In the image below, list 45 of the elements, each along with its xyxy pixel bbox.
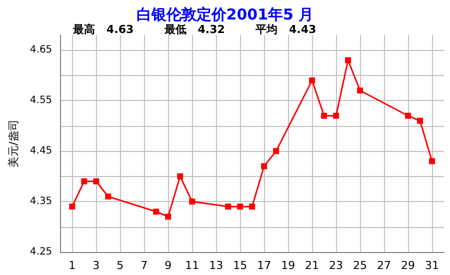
point bbox=[165, 214, 172, 220]
x-tick-label: 19 bbox=[281, 259, 296, 272]
x-tick-label: 23 bbox=[329, 259, 344, 272]
x-tick-label: 21 bbox=[305, 259, 320, 272]
x-tick-label: 17 bbox=[257, 259, 272, 272]
point bbox=[417, 118, 424, 124]
point bbox=[429, 158, 436, 164]
chart-subtitle: 最高 4.63 最低 4.32 平均 4.43 bbox=[72, 23, 316, 36]
point bbox=[69, 204, 76, 210]
x-tick-label: 31 bbox=[425, 259, 440, 272]
point bbox=[321, 112, 328, 119]
point bbox=[225, 204, 232, 210]
point bbox=[357, 88, 364, 94]
x-tick-label: 7 bbox=[140, 259, 148, 272]
point bbox=[309, 77, 316, 84]
y-tick-label: 4.45 bbox=[30, 146, 52, 157]
x-tick-label: 13 bbox=[209, 259, 224, 272]
x-tick-label: 29 bbox=[401, 259, 416, 272]
x-tick-label: 1 bbox=[68, 259, 76, 272]
y-tick-label: 4.35 bbox=[30, 196, 52, 208]
y-tick-label: 4.55 bbox=[30, 95, 52, 106]
point bbox=[81, 178, 88, 184]
point bbox=[261, 163, 268, 170]
point bbox=[153, 208, 160, 215]
point bbox=[189, 198, 196, 205]
y-axis-title: 美元/盎司 bbox=[7, 120, 20, 168]
point bbox=[93, 178, 100, 184]
point bbox=[237, 204, 244, 210]
point bbox=[345, 57, 352, 64]
point bbox=[405, 112, 412, 119]
x-tick-label: 9 bbox=[164, 259, 172, 272]
x-tick-label: 15 bbox=[233, 259, 248, 272]
x-tick-label: 25 bbox=[353, 259, 368, 272]
y-tick-label: 4.65 bbox=[30, 44, 52, 56]
point bbox=[273, 148, 280, 154]
point bbox=[249, 204, 256, 210]
chart-title: 白银伦敦定价2001年5 月 bbox=[136, 6, 314, 24]
point bbox=[177, 173, 184, 180]
x-tick-label: 3 bbox=[92, 259, 100, 272]
x-tick-label: 11 bbox=[185, 259, 200, 272]
point bbox=[105, 193, 112, 200]
x-tick-label: 5 bbox=[116, 259, 124, 272]
x-tick-label: 27 bbox=[377, 259, 392, 272]
y-tick-label: 4.25 bbox=[30, 246, 52, 258]
point bbox=[333, 112, 340, 119]
